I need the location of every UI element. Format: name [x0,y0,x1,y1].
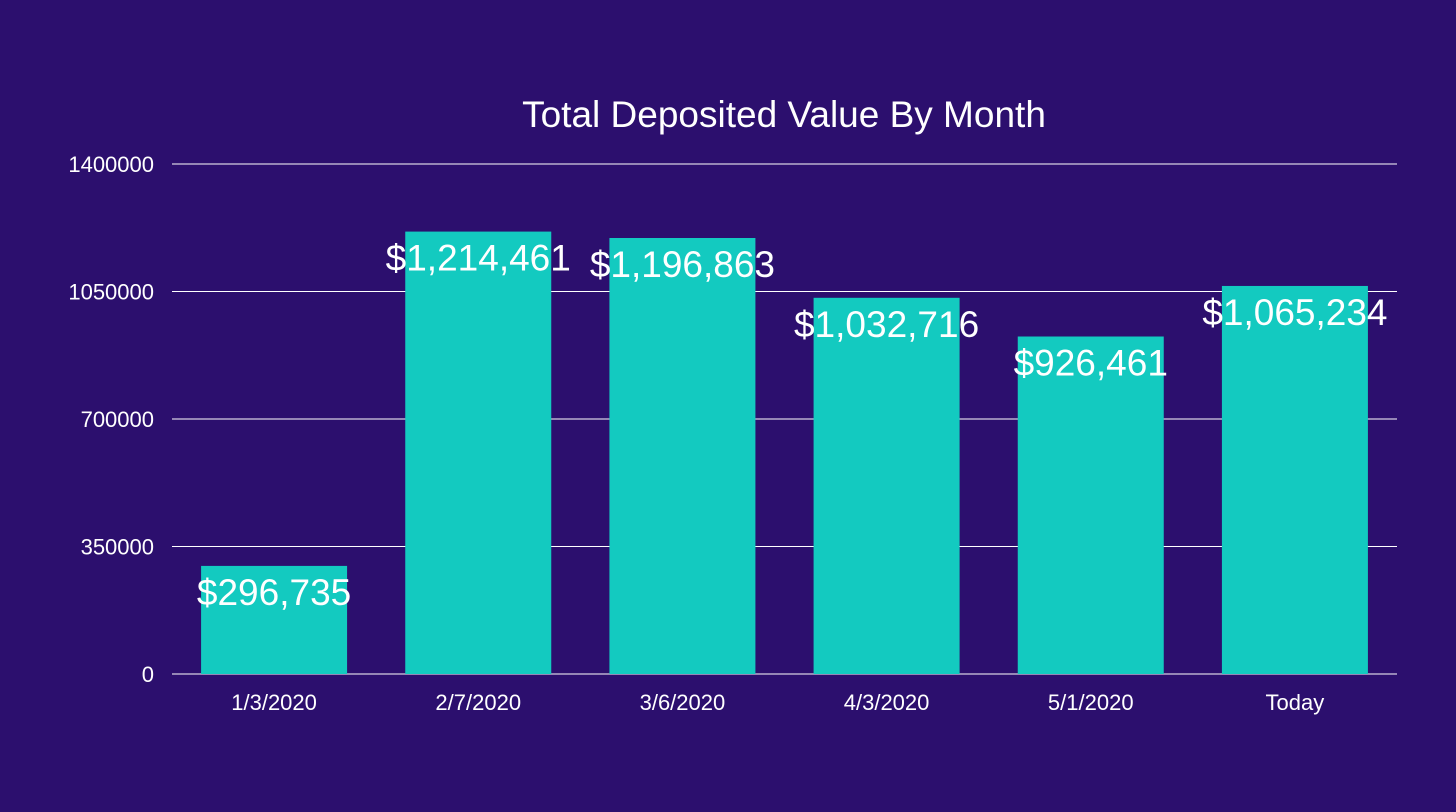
y-axis-ticks: 0 350000 700000 1050000 1400000 [68,152,154,687]
bars [201,231,1368,674]
data-label: $296,735 [197,572,351,613]
x-tick-label: 4/3/2020 [844,690,930,715]
data-label: $1,032,716 [794,304,979,345]
y-tick-label: 700000 [81,407,154,432]
bar [1017,336,1164,674]
x-tick-label: 2/7/2020 [435,690,521,715]
x-axis-ticks: 1/3/2020 2/7/2020 3/6/2020 4/3/2020 5/1/2020… [231,690,1324,715]
y-tick-label: 350000 [81,535,154,560]
data-labels: $296,735 $1,214,461 $1,196,863 $1,032,716 $9… [197,238,1388,613]
chart-title: Total Deposited Value By Month [522,94,1046,135]
bar [1221,285,1368,674]
data-label: $926,461 [1014,343,1168,384]
gridlines [172,163,1397,675]
bar [201,565,348,674]
bar [813,297,960,674]
data-label: $1,065,234 [1202,292,1387,333]
x-tick-label: 3/6/2020 [640,690,726,715]
y-tick-label: 0 [142,662,154,687]
bar [609,237,756,674]
data-label: $1,214,461 [386,238,571,279]
x-tick-label: Today [1266,690,1325,715]
y-tick-label: 1400000 [68,152,154,177]
data-label: $1,196,863 [590,244,775,285]
y-tick-label: 1050000 [68,280,154,305]
bar [405,231,552,674]
x-tick-label: 5/1/2020 [1048,690,1134,715]
x-tick-label: 1/3/2020 [231,690,317,715]
